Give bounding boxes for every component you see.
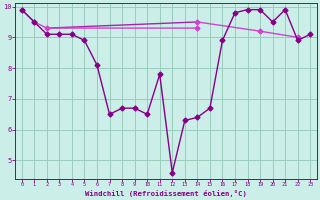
X-axis label: Windchill (Refroidissement éolien,°C): Windchill (Refroidissement éolien,°C) <box>85 190 247 197</box>
